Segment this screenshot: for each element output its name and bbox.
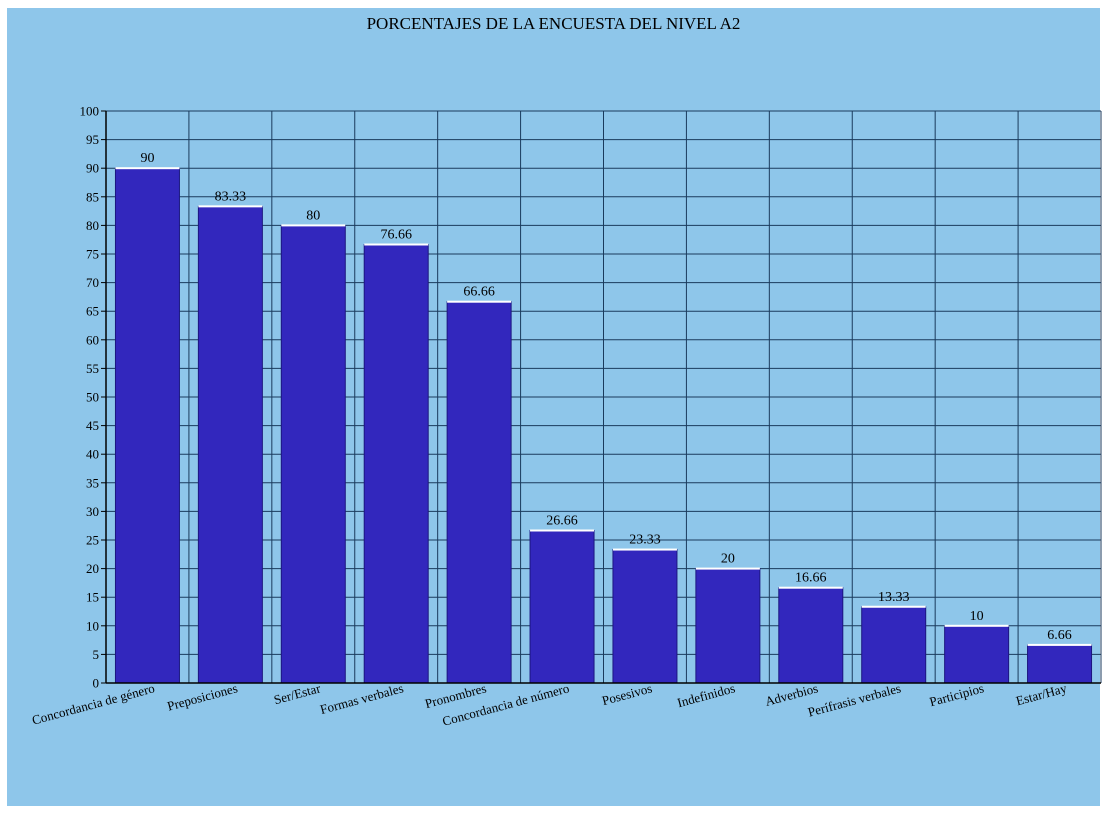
y-tick-label: 35 (86, 475, 99, 490)
data-label: 10 (970, 609, 984, 624)
bar-top-highlight (861, 605, 926, 608)
data-label: 90 (140, 151, 154, 166)
y-tick-label: 100 (80, 104, 100, 119)
bar-top-highlight (530, 529, 595, 532)
data-label: 76.66 (380, 228, 412, 243)
y-tick-label: 80 (86, 218, 99, 233)
y-tick-label: 70 (86, 275, 99, 290)
y-tick-label: 40 (86, 447, 99, 462)
bar (778, 587, 844, 684)
bar (280, 224, 346, 684)
bar-top-highlight (115, 167, 180, 170)
y-tick-label: 15 (86, 590, 99, 605)
bar (197, 205, 263, 684)
bar-top-highlight (944, 624, 1009, 627)
bar (114, 167, 180, 684)
bar-top-highlight (695, 567, 760, 570)
bar (944, 625, 1010, 684)
bar-top-highlight (281, 224, 346, 227)
data-label: 20 (721, 552, 735, 567)
y-tick-label: 60 (86, 332, 99, 347)
y-tick-label: 10 (86, 618, 99, 633)
y-tick-label: 25 (86, 533, 99, 548)
data-label: 23.33 (629, 533, 661, 548)
category-label: Preposiciones (166, 680, 240, 713)
y-tick-label: 55 (86, 361, 99, 376)
category-label: Indefinidos (676, 680, 737, 710)
data-label: 66.66 (463, 285, 495, 300)
data-label: 83.33 (215, 189, 247, 204)
chart-title: PORCENTAJES DE LA ENCUESTA DEL NIVEL A2 (366, 14, 741, 33)
data-label: 6.66 (1047, 628, 1072, 643)
category-label: Participios (928, 680, 986, 709)
y-tick-label: 45 (86, 418, 99, 433)
bar (1027, 644, 1093, 684)
bar (861, 606, 927, 684)
bar-top-highlight (447, 300, 512, 303)
bar (695, 568, 761, 684)
y-tick-label: 30 (86, 504, 99, 519)
bar (446, 301, 512, 684)
y-tick-label: 20 (86, 561, 99, 576)
category-label: Formas verbales (318, 680, 405, 717)
bar-top-highlight (198, 205, 263, 208)
y-tick-label: 5 (93, 647, 100, 662)
category-label: Perífrasis verbales (806, 680, 902, 719)
bar (529, 530, 595, 684)
bar-top-highlight (778, 586, 843, 589)
category-label: Posesivos (600, 680, 653, 708)
y-tick-label: 65 (86, 304, 99, 319)
bar-top-highlight (364, 243, 429, 246)
y-tick-label: 95 (86, 132, 99, 147)
data-label: 26.66 (546, 514, 578, 529)
y-tick-label: 0 (93, 676, 100, 691)
y-tick-label: 90 (86, 161, 99, 176)
category-label: Ser/Estar (272, 680, 323, 707)
bar-top-highlight (612, 548, 677, 551)
data-label: 13.33 (878, 590, 910, 605)
data-label: 16.66 (795, 571, 827, 586)
data-label: 80 (306, 208, 320, 223)
bar (363, 244, 429, 684)
category-label: Estar/Hay (1014, 680, 1069, 708)
bar (612, 549, 678, 684)
y-tick-label: 85 (86, 189, 99, 204)
y-tick-label: 75 (86, 247, 99, 262)
bar-top-highlight (1027, 643, 1092, 646)
y-tick-label: 50 (86, 390, 99, 405)
